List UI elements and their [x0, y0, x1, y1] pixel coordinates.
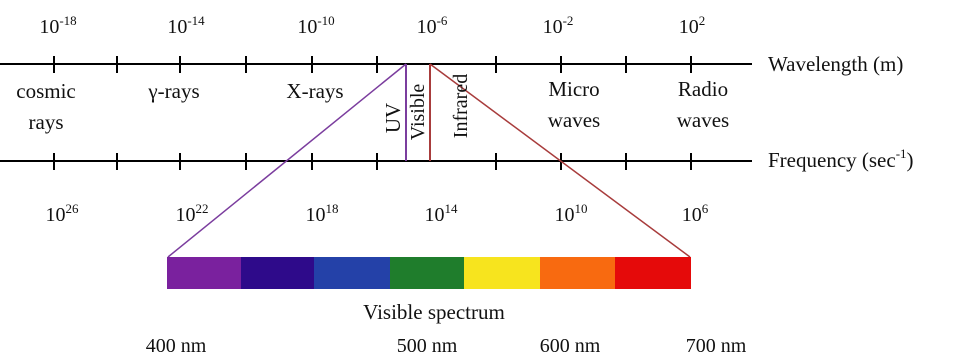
frequency-tick-3: 1018 — [306, 201, 339, 226]
projection-line-red — [429, 63, 691, 258]
visible-spectrum-bar — [167, 257, 691, 289]
region-microwaves-line2: waves — [548, 108, 600, 132]
frequency-tick-5: 1010 — [555, 201, 588, 226]
region-uv: UV — [381, 103, 405, 133]
nm-label-500: 500 nm — [397, 335, 458, 357]
spectrum-segment-green — [390, 257, 465, 289]
wavelength-tick-4: 10-6 — [417, 13, 448, 38]
spectrum-segment-blue — [314, 257, 391, 289]
wavelength-tick-1: 10-18 — [39, 13, 76, 38]
region-radio-waves-line1: Radio — [678, 77, 728, 101]
frequency-axis-label: Frequency (sec-1) — [768, 146, 914, 172]
wavelength-tick-3: 10-10 — [297, 13, 334, 38]
spectrum-segment-yellow — [464, 257, 541, 289]
spectrum-segment-indigo — [241, 257, 315, 289]
nm-label-700: 700 nm — [686, 335, 747, 357]
nm-label-600: 600 nm — [540, 335, 601, 357]
wavelength-axis-label: Wavelength (m) — [768, 52, 903, 76]
projection-line-violet — [167, 63, 407, 258]
frequency-tick-1: 1026 — [46, 201, 80, 226]
wavelength-tick-6: 102 — [679, 13, 706, 38]
spectrum-segment-violet — [167, 257, 242, 289]
wavelength-tick-2: 10-14 — [167, 13, 205, 38]
frequency-axis-ticks — [53, 153, 692, 170]
frequency-tick-2: 1022 — [176, 201, 209, 226]
region-gamma-rays: γ-rays — [147, 79, 199, 103]
frequency-tick-4: 1014 — [425, 201, 459, 226]
region-x-rays: X-rays — [286, 79, 343, 103]
region-infrared: Infrared — [450, 74, 472, 138]
wavelength-tick-5: 10-2 — [543, 13, 574, 38]
spectrum-segment-red — [615, 257, 691, 289]
region-microwaves-line1: Micro — [548, 77, 599, 101]
visible-spectrum-label: Visible spectrum — [363, 300, 505, 324]
spectrum-segment-orange — [540, 257, 616, 289]
region-visible: Visible — [407, 84, 429, 141]
region-cosmic-rays-line1: cosmic — [16, 79, 75, 103]
frequency-tick-6: 106 — [682, 201, 709, 226]
region-radio-waves-line2: waves — [677, 108, 729, 132]
wavelength-axis-ticks — [53, 56, 692, 73]
nm-label-400: 400 nm — [146, 335, 207, 357]
region-cosmic-rays-line2: rays — [29, 110, 64, 134]
